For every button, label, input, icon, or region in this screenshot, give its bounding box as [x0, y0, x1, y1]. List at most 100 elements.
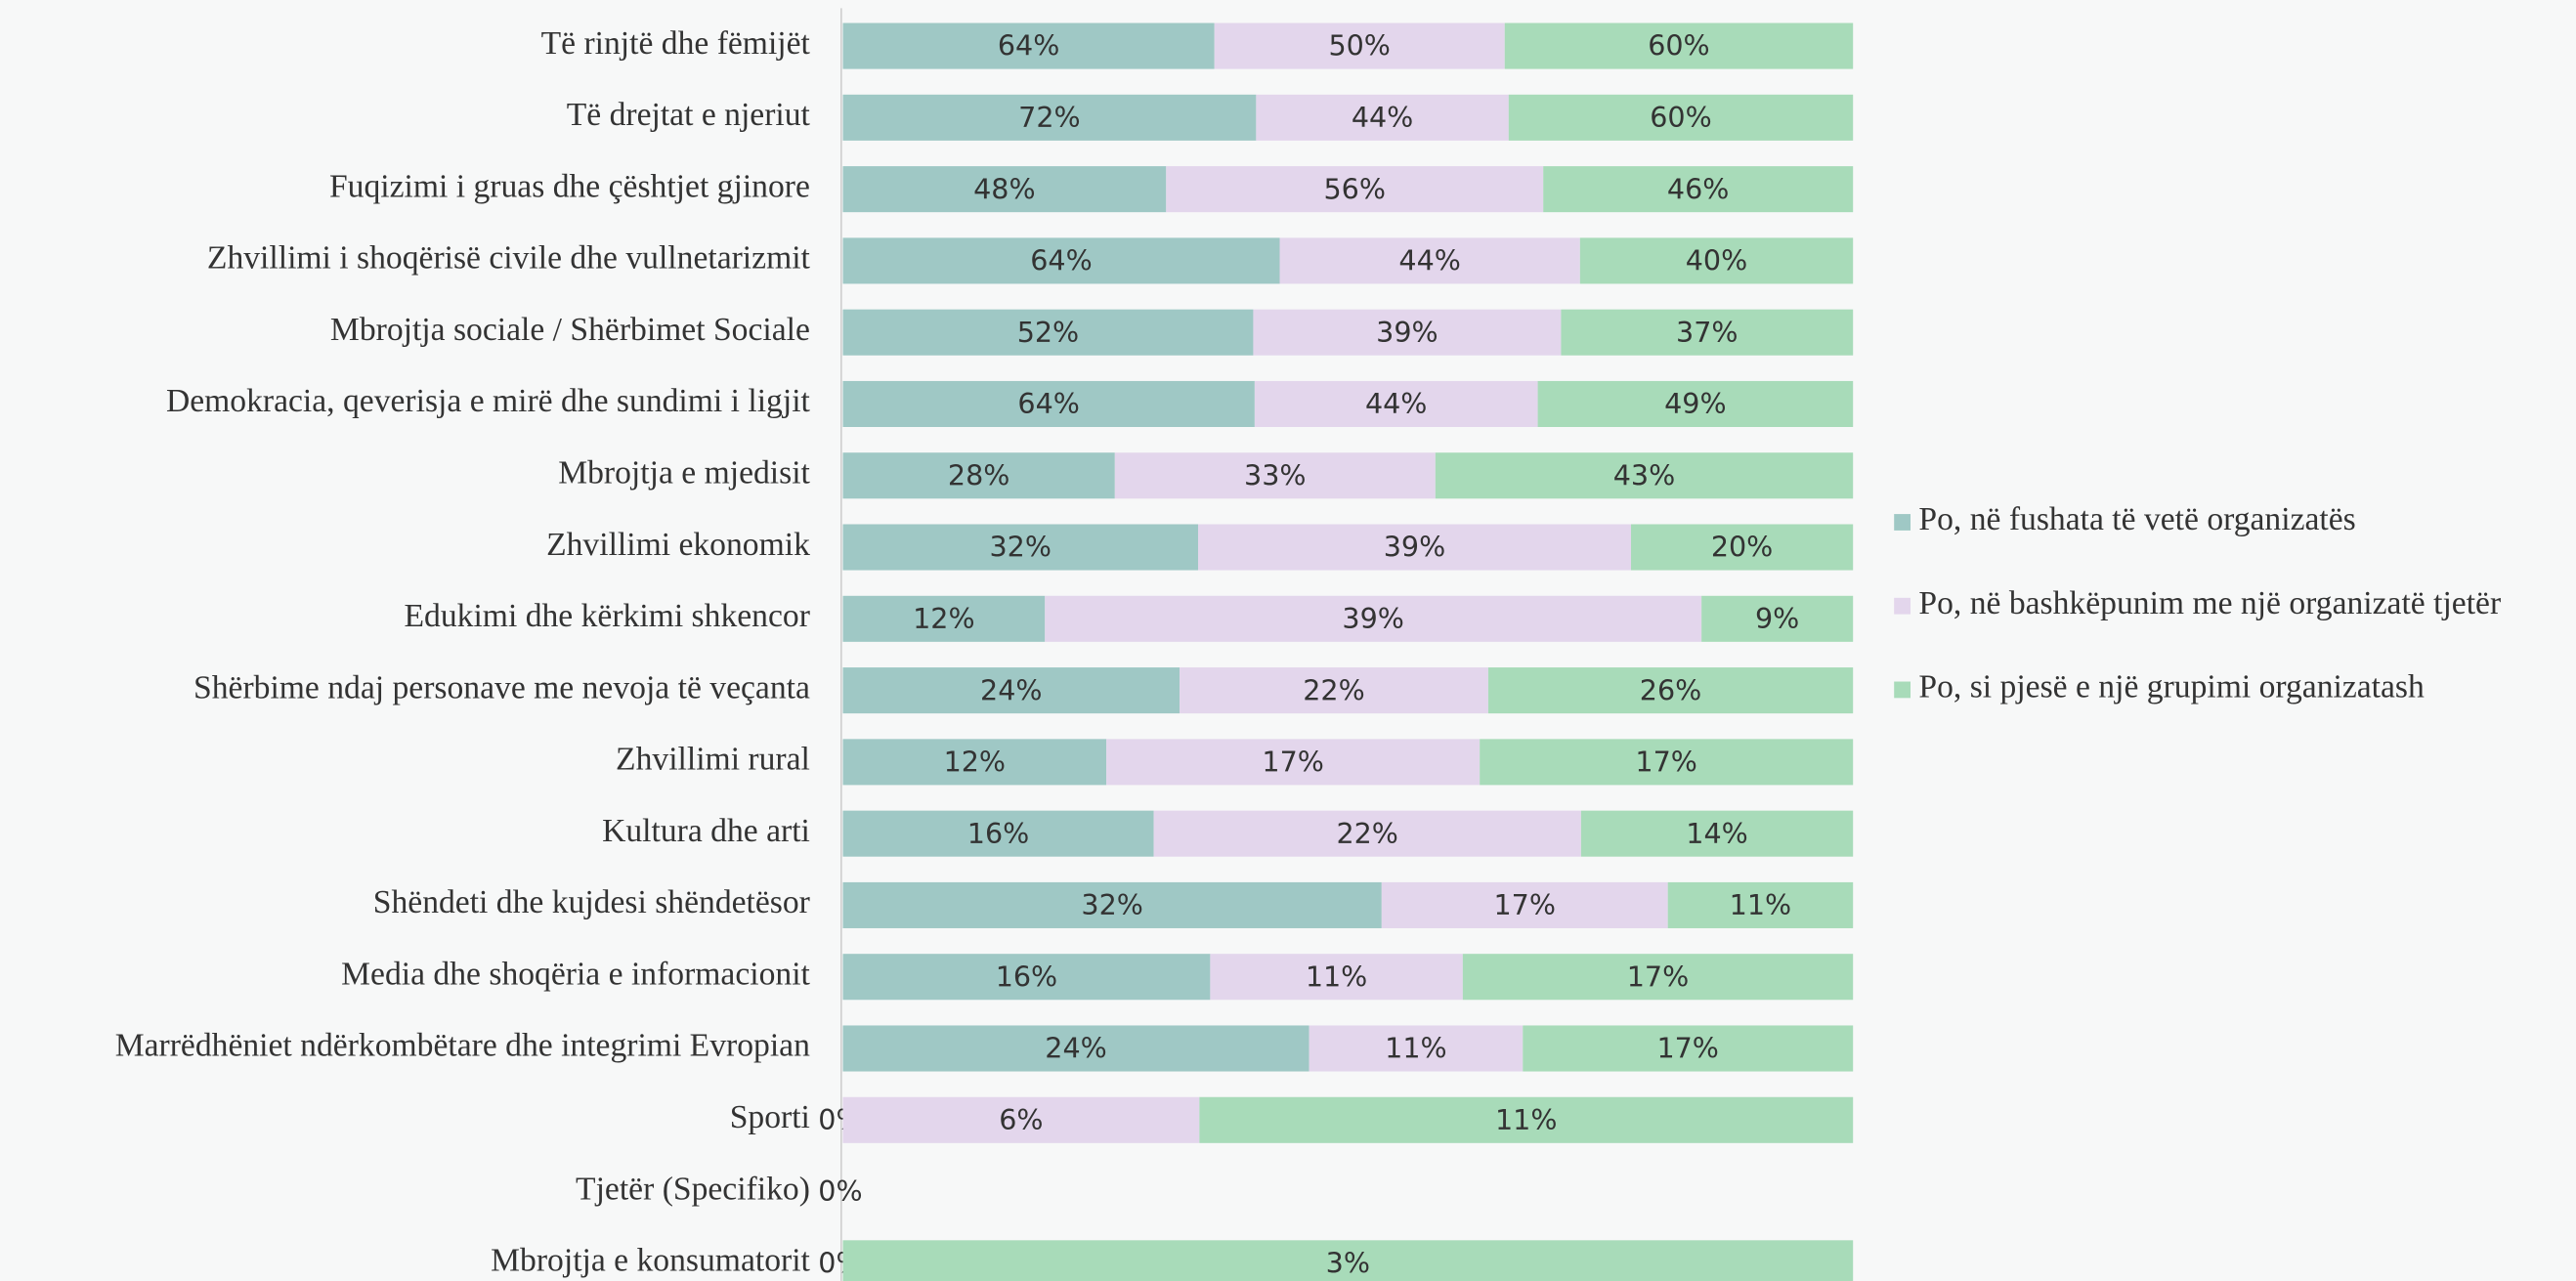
value-label: 11% [1495, 1103, 1558, 1136]
category-label: Zhvillimi rural [616, 742, 810, 778]
value-label: 22% [1336, 817, 1398, 850]
bar-segment [842, 595, 1046, 642]
bar-segment [1153, 810, 1581, 857]
bar-segment [1579, 237, 1854, 284]
legend-label: Po, si pjesë e një grupimi organizatash [1918, 669, 2425, 705]
value-label: 56% [1323, 172, 1386, 205]
bar-segment [842, 166, 1167, 213]
bar-segment [1106, 739, 1481, 786]
bar-segment [1667, 881, 1854, 928]
bar-segment [1508, 94, 1854, 141]
category-label: Mbrojtja e konsumatorit [491, 1243, 810, 1279]
category-label: Edukimi dhe kërkimi shkencor [405, 598, 810, 634]
legend-label: Po, në bashkëpunim me një organizatë tje… [1918, 585, 2501, 621]
value-label: 16% [996, 960, 1058, 993]
bar-segment [842, 1240, 1854, 1281]
bar-segment [1561, 309, 1854, 356]
bar-segment [842, 810, 1154, 857]
bar-segment [1198, 524, 1632, 571]
legend-swatch [1894, 514, 1911, 531]
category-label: Mbrojtja sociale / Shërbimet Sociale [330, 312, 810, 348]
category-label: Media dhe shoqëria e informacionit [341, 956, 810, 992]
category-label: Zhvillimi i shoqërisë civile dhe vullnet… [207, 240, 811, 277]
legend-swatch [1894, 681, 1911, 699]
value-label: 52% [1017, 316, 1080, 349]
category-label: Fuqizimi i gruas dhe çështjet gjinore [329, 168, 810, 204]
value-label: 39% [1376, 316, 1438, 349]
bar-segment [1166, 166, 1544, 213]
value-label: 12% [944, 746, 1007, 779]
bar-segment [1309, 1025, 1524, 1072]
value-label: 11% [1730, 888, 1791, 921]
bar-segment [1256, 94, 1509, 141]
value-label: 20% [1711, 531, 1773, 564]
value-label: 17% [1627, 960, 1690, 993]
value-label: 32% [1081, 888, 1143, 921]
value-label: 64% [1017, 387, 1080, 420]
value-label: 44% [1365, 387, 1428, 420]
bar-segment [1487, 667, 1854, 714]
value-label: 17% [1262, 746, 1324, 779]
category-label: Të drejtat e njeriut [567, 97, 811, 133]
category-label: Shëndeti dhe kujdesi shëndetësor [373, 884, 810, 920]
bar-segment [1480, 739, 1854, 786]
bar-segment [1580, 810, 1854, 857]
bar-segment [1701, 595, 1854, 642]
bar-segment [842, 524, 1199, 571]
bar-segment [842, 667, 1181, 714]
value-label: 44% [1352, 101, 1414, 134]
category-label: Mbrojtja e mjedisit [558, 454, 810, 491]
category-label: Zhvillimi ekonomik [546, 527, 810, 563]
value-label: 60% [1650, 101, 1712, 134]
bar-segment [842, 237, 1280, 284]
bar-segment [1279, 237, 1580, 284]
value-label: 50% [1328, 29, 1391, 63]
bar-segment [1114, 452, 1436, 499]
bar-segment [1435, 452, 1854, 499]
bar-segment [842, 309, 1254, 356]
bar-segment [1631, 524, 1854, 571]
value-label: 43% [1613, 458, 1676, 491]
bar-segment [1504, 22, 1854, 69]
legend-label: Po, në fushata të vetë organizatës [1918, 501, 2355, 537]
value-label: 44% [1398, 244, 1461, 278]
bar-segment [842, 739, 1107, 786]
value-label: 22% [1303, 673, 1365, 706]
category-label: Të rinjtë dhe fëmijët [541, 25, 811, 62]
value-label: 49% [1664, 387, 1726, 420]
value-label: 6% [999, 1103, 1043, 1136]
value-label: 3% [1326, 1247, 1370, 1280]
value-label: 17% [1493, 888, 1556, 921]
bar-segment [1543, 166, 1854, 213]
legend-swatch [1894, 597, 1911, 615]
bar-segment [842, 881, 1382, 928]
bar-segment [1180, 667, 1488, 714]
bar-segment [1523, 1025, 1854, 1072]
value-label: 0% [818, 1174, 862, 1208]
value-label: 24% [1045, 1032, 1107, 1065]
value-label: 11% [1306, 960, 1368, 993]
value-label: 14% [1686, 817, 1747, 850]
value-label: 46% [1667, 172, 1730, 205]
bar-segment [1254, 380, 1538, 427]
category-label: Kultura dhe arti [602, 813, 810, 849]
value-label: 64% [1030, 244, 1093, 278]
value-label: 33% [1244, 458, 1307, 491]
bar-segment [842, 1096, 1200, 1143]
bar-segment [842, 94, 1257, 141]
value-label: 32% [990, 531, 1052, 564]
bar-segment [842, 1025, 1309, 1072]
value-label: 39% [1342, 602, 1404, 635]
bar-segment [1462, 954, 1854, 1001]
category-label: Sporti [730, 1099, 810, 1135]
bar-segment [1210, 954, 1463, 1001]
value-label: 48% [973, 172, 1036, 205]
value-label: 17% [1635, 746, 1697, 779]
value-label: 37% [1676, 316, 1738, 349]
category-label: Marrëdhëniet ndërkombëtare dhe integrimi… [115, 1028, 810, 1064]
bar-segment [1199, 1096, 1854, 1143]
bar-segment [842, 380, 1255, 427]
value-label: 40% [1686, 244, 1747, 278]
category-label: Shërbime ndaj personave me nevoja të veç… [193, 669, 810, 705]
